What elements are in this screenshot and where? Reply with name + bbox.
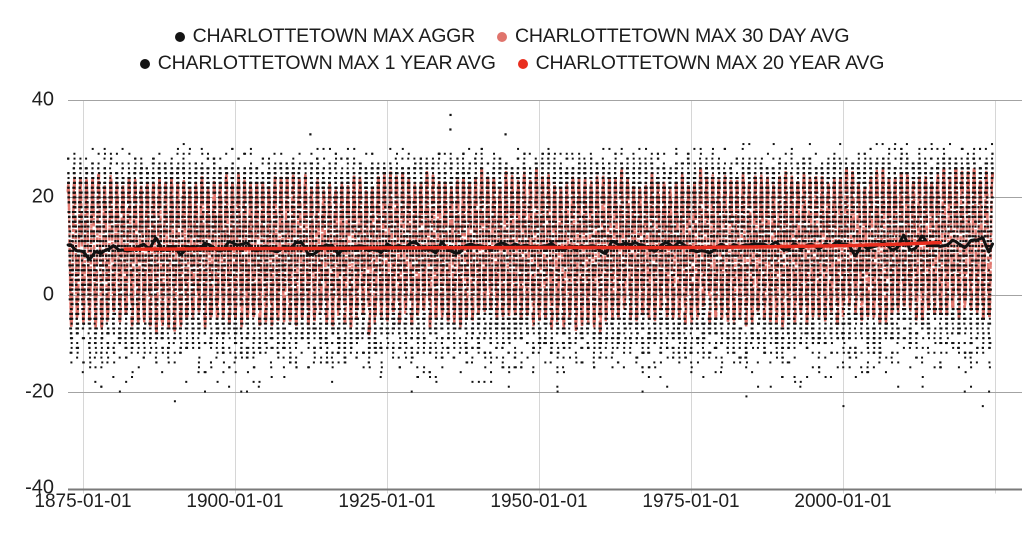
legend-row-1: CHARLOTTETOWN MAX AGGR CHARLOTTETOWN MAX… [0,23,1024,50]
y-tick-label-neg20: -20 [25,380,54,403]
legend-row-2: CHARLOTTETOWN MAX 1 YEAR AVG CHARLOTTETO… [0,50,1024,77]
x-tick-label-1900: 1900-01-01 [186,491,284,512]
y-axis: 40 20 0 -20 -40 [0,0,56,547]
legend-item-max-20year-avg[interactable]: CHARLOTTETOWN MAX 20 YEAR AVG [517,52,885,75]
legend-label-max-1year-avg: CHARLOTTETOWN MAX 1 YEAR AVG [157,52,496,74]
legend-marker-dot-max-1year-avg [139,58,150,69]
x-tick-label-2000: 2000-01-01 [794,491,892,512]
x-tick-label-1925: 1925-01-01 [338,491,436,512]
legend-item-max-30day-avg[interactable]: CHARLOTTETOWN MAX 30 DAY AVG [497,25,850,48]
y-tick-label-20: 20 [31,185,54,208]
legend-marker-dot-max-30day-avg [497,31,508,42]
legend-marker-dot-max-aggr [174,31,185,42]
legend-label-max-20year-avg: CHARLOTTETOWN MAX 20 YEAR AVG [535,52,885,74]
legend-item-max-aggr[interactable]: CHARLOTTETOWN MAX AGGR [174,25,476,48]
y-tick-label-0: 0 [42,283,54,306]
legend-label-max-30day-avg: CHARLOTTETOWN MAX 30 DAY AVG [515,25,850,47]
legend-label-max-aggr: CHARLOTTETOWN MAX AGGR [192,25,476,47]
x-tick-label-1975: 1975-01-01 [642,491,740,512]
legend-marker-dot-max-20year-avg [517,58,528,69]
y-tick-label-40: 40 [31,88,54,111]
x-tick-label-1950: 1950-01-01 [490,491,588,512]
y-tick-label-neg40: -40 [25,476,54,499]
x-tick-label-1875: 1875-01-01 [34,491,132,512]
chart-legend: CHARLOTTETOWN MAX AGGR CHARLOTTETOWN MAX… [0,23,1024,77]
legend-item-max-1year-avg[interactable]: CHARLOTTETOWN MAX 1 YEAR AVG [139,52,496,75]
